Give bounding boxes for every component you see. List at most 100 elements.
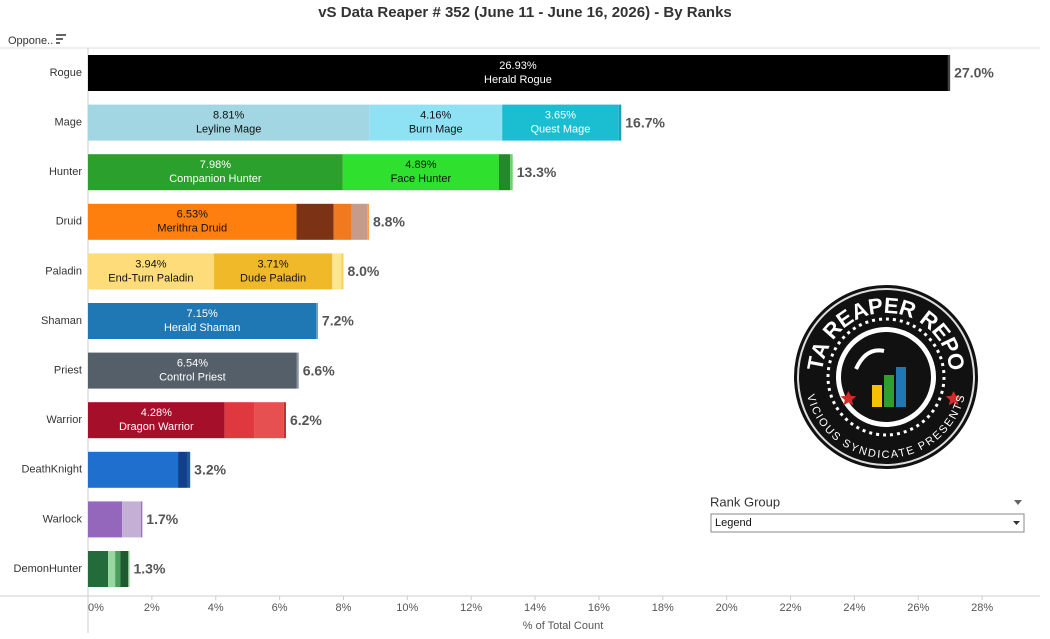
segment-name-label: Burn Mage [409, 124, 463, 136]
total-label: 8.0% [347, 263, 379, 279]
segment-name-label: Control Priest [159, 372, 226, 384]
x-tick-label: 12% [460, 602, 482, 614]
category-label: Druid [56, 216, 82, 228]
category-label: Rogue [50, 67, 82, 79]
filter-selected: Legend [715, 517, 752, 529]
category-label: Priest [54, 365, 82, 377]
segment-value-label: 6.53% [177, 209, 208, 221]
bar-segment [115, 551, 121, 587]
segment-name-label: Herald Shaman [164, 322, 240, 334]
x-tick-label: 10% [396, 602, 418, 614]
row-header: Oppone.. [8, 35, 53, 47]
category-label: Hunter [49, 166, 82, 178]
bar-segment [332, 253, 342, 290]
chart-title: vS Data Reaper # 352 (June 11 - June 16,… [318, 4, 732, 21]
segment-value-label: 7.15% [187, 308, 218, 320]
category-label: Shaman [41, 315, 82, 327]
segment-name-label: Dragon Warrior [119, 421, 194, 433]
category-label: Warrior [46, 414, 82, 426]
total-label: 1.3% [134, 561, 166, 577]
bar-segment [342, 154, 499, 191]
bar-segment [367, 203, 370, 240]
segment-value-label: 8.81% [213, 110, 244, 122]
category-label: DeathKnight [21, 464, 82, 476]
bar-segment [88, 154, 343, 191]
bar-segment [122, 501, 142, 538]
bar-segment [88, 451, 179, 488]
x-tick-label: 22% [779, 602, 801, 614]
bar-segment [88, 55, 948, 91]
filter-menu[interactable] [1014, 500, 1022, 505]
bar-segment [178, 451, 187, 488]
x-tick-label: 24% [843, 602, 865, 614]
bar-segment [88, 253, 214, 290]
x-tick-label: 8% [336, 602, 352, 614]
segment-value-label: 4.16% [420, 110, 451, 122]
category-label: DemonHunter [14, 563, 83, 575]
category-label: Warlock [43, 513, 83, 525]
bar-segment [88, 303, 317, 339]
bar-segment [108, 551, 116, 587]
total-label: 3.2% [194, 462, 226, 478]
logo: DATA REAPER REPORT VICIOUS SYNDICATE PRE… [794, 285, 978, 469]
bar-segment [947, 55, 951, 91]
bar-segment [351, 203, 368, 240]
total-label: 13.3% [517, 164, 557, 180]
bar-segment [369, 104, 503, 141]
bar-segment [88, 203, 297, 240]
total-label: 27.0% [954, 65, 994, 81]
bar-segment [88, 352, 297, 389]
bar-segment [296, 352, 299, 389]
segment-value-label: 3.71% [257, 258, 288, 270]
category-label: Mage [54, 117, 82, 129]
x-tick-label: 28% [971, 602, 993, 614]
bar-segment [213, 253, 333, 290]
segment-value-label: 6.54% [177, 358, 208, 370]
total-label: 1.7% [146, 511, 178, 527]
bar-segment [254, 402, 284, 439]
x-tick-label: 14% [524, 602, 546, 614]
segment-value-label: 3.94% [135, 258, 166, 270]
total-label: 6.6% [303, 362, 335, 378]
segment-value-label: 3.65% [545, 110, 576, 122]
x-tick-label: 26% [907, 602, 929, 614]
bar-segment [341, 253, 344, 290]
bar-segment [224, 402, 255, 439]
bar-segment [618, 104, 622, 141]
x-axis-title: % of Total Count [523, 620, 604, 632]
bar-segment [333, 203, 352, 240]
bar-segment [296, 203, 334, 240]
total-label: 7.2% [322, 313, 354, 329]
x-tick-label: 4% [208, 602, 224, 614]
x-tick-label: 16% [588, 602, 610, 614]
segment-name-label: Companion Hunter [169, 173, 262, 185]
segment-name-label: Face Hunter [391, 173, 452, 185]
total-label: 8.8% [373, 214, 405, 230]
segment-value-label: 7.98% [200, 159, 231, 171]
bar-segment [128, 551, 130, 587]
bar-segment [283, 402, 286, 439]
segment-name-label: Leyline Mage [196, 124, 261, 136]
bar-segment [316, 303, 318, 339]
segment-name-label: Dude Paladin [240, 272, 306, 284]
filter-dropdown[interactable] [710, 513, 1025, 533]
bar-segment [502, 104, 619, 141]
segment-value-label: 4.28% [141, 407, 172, 419]
x-tick-label: 0% [88, 602, 104, 614]
segment-value-label: 26.93% [499, 60, 537, 72]
x-tick-label: 6% [272, 602, 288, 614]
sort-icon[interactable] [56, 34, 66, 44]
segment-name-label: Merithra Druid [157, 223, 227, 235]
segment-value-label: 4.89% [405, 159, 436, 171]
bar-segment [186, 451, 191, 488]
x-tick-label: 18% [652, 602, 674, 614]
x-tick-label: 20% [716, 602, 738, 614]
bar-segment [510, 154, 513, 191]
segment-name-label: Herald Rogue [484, 74, 552, 86]
x-tick-label: 2% [144, 602, 160, 614]
bar-segment [141, 501, 143, 538]
category-label: Paladin [45, 265, 82, 277]
bar-segment [88, 104, 370, 141]
segment-name-label: Quest Mage [530, 124, 590, 136]
